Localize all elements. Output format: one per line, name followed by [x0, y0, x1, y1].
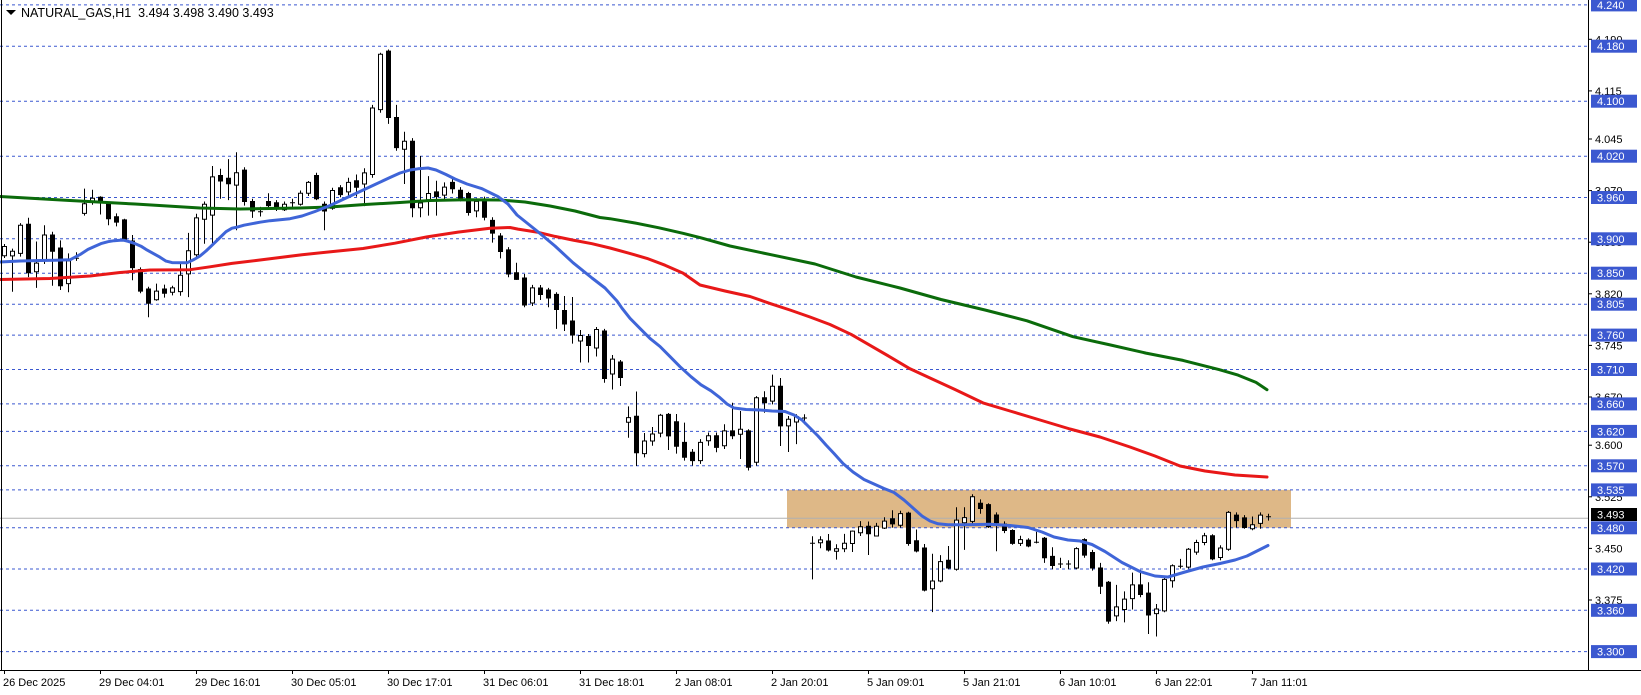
svg-text:3.480: 3.480	[1597, 523, 1625, 535]
svg-text:3.850: 3.850	[1597, 268, 1625, 280]
svg-text:3.710: 3.710	[1597, 365, 1625, 377]
svg-text:3.535: 3.535	[1597, 485, 1625, 497]
svg-text:26 Dec 2025: 26 Dec 2025	[3, 677, 65, 689]
svg-text:3.360: 3.360	[1597, 605, 1625, 617]
svg-text:31 Dec 06:01: 31 Dec 06:01	[483, 677, 548, 689]
svg-text:29 Dec 04:01: 29 Dec 04:01	[99, 677, 164, 689]
svg-text:3.760: 3.760	[1597, 330, 1625, 342]
svg-text:30 Dec 17:01: 30 Dec 17:01	[387, 677, 452, 689]
svg-text:4.100: 4.100	[1597, 96, 1625, 108]
svg-text:3.570: 3.570	[1597, 461, 1625, 473]
svg-text:3.450: 3.450	[1595, 543, 1623, 555]
svg-text:2 Jan 20:01: 2 Jan 20:01	[771, 677, 829, 689]
svg-text:4.240: 4.240	[1597, 0, 1625, 12]
svg-text:7 Jan 11:01: 7 Jan 11:01	[1251, 677, 1308, 689]
svg-text:3.900: 3.900	[1597, 234, 1625, 246]
svg-text:3.600: 3.600	[1595, 440, 1623, 452]
svg-text:4.020: 4.020	[1597, 151, 1625, 163]
svg-text:3.300: 3.300	[1597, 647, 1625, 659]
svg-text:5 Jan 09:01: 5 Jan 09:01	[867, 677, 925, 689]
svg-text:31 Dec 18:01: 31 Dec 18:01	[579, 677, 644, 689]
svg-text:2 Jan 08:01: 2 Jan 08:01	[675, 677, 733, 689]
svg-text:3.745: 3.745	[1595, 340, 1623, 352]
svg-text:3.960: 3.960	[1597, 193, 1625, 205]
svg-text:3.493: 3.493	[1597, 510, 1625, 522]
svg-text:3.660: 3.660	[1597, 399, 1625, 411]
svg-text:3.805: 3.805	[1597, 299, 1625, 311]
svg-text:6 Jan 10:01: 6 Jan 10:01	[1059, 677, 1117, 689]
svg-text:4.180: 4.180	[1597, 41, 1625, 53]
svg-text:29 Dec 16:01: 29 Dec 16:01	[195, 677, 260, 689]
svg-text:30 Dec 05:01: 30 Dec 05:01	[291, 677, 356, 689]
svg-text:3.420: 3.420	[1597, 564, 1625, 576]
svg-text:3.620: 3.620	[1597, 426, 1625, 438]
svg-text:NATURAL_GAS,H1 3.494 3.498 3.: NATURAL_GAS,H1 3.494 3.498 3.490 3.493	[21, 6, 274, 20]
svg-text:6 Jan 22:01: 6 Jan 22:01	[1155, 677, 1213, 689]
svg-text:5 Jan 21:01: 5 Jan 21:01	[963, 677, 1021, 689]
svg-text:4.045: 4.045	[1595, 134, 1623, 146]
